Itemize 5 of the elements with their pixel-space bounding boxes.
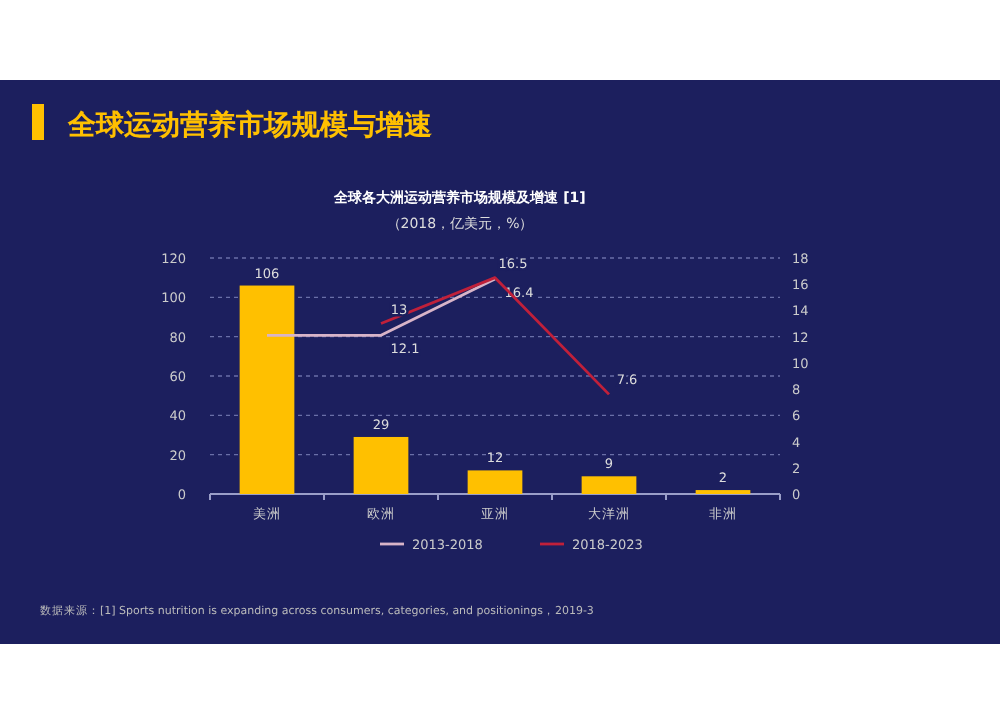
bar [581,476,637,494]
bar [353,436,409,494]
chart-title: 全球运动营养市场规模与增速 [66,108,434,142]
bar [239,285,295,494]
bar [467,470,523,494]
